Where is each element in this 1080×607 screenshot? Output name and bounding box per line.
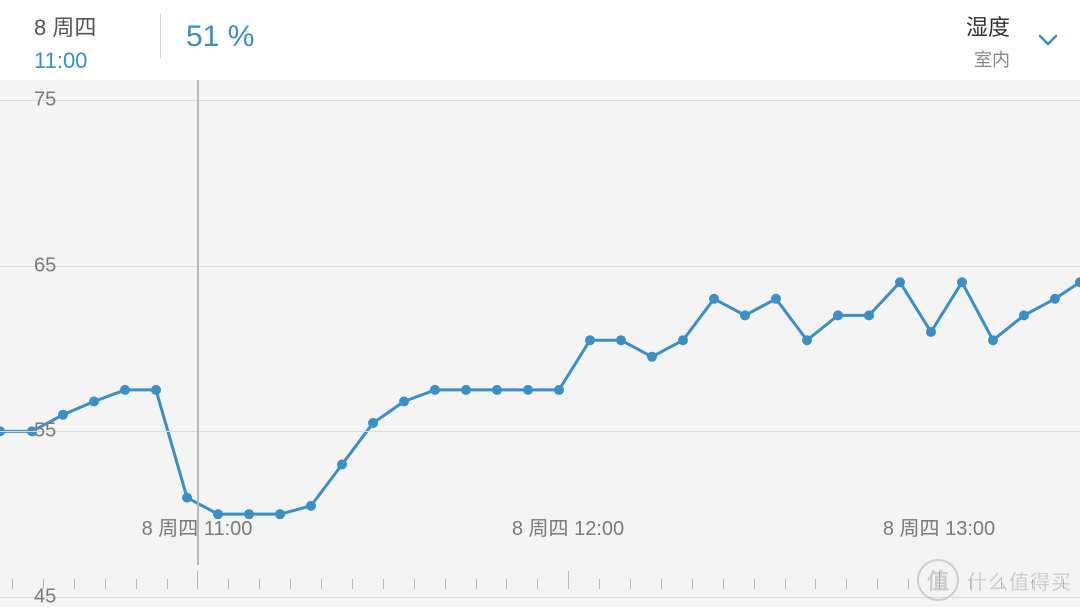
data-point[interactable]: [895, 277, 905, 287]
ruler-major-tick: [568, 571, 569, 589]
selected-datetime: 8 周四 11:00: [34, 10, 96, 74]
data-point[interactable]: [337, 459, 347, 469]
ruler-minor-tick: [692, 579, 693, 589]
data-point[interactable]: [1050, 294, 1060, 304]
data-point[interactable]: [988, 335, 998, 345]
data-point[interactable]: [430, 385, 440, 395]
y-axis-tick-label: 75: [34, 89, 56, 112]
gridline: [0, 100, 1080, 101]
selected-date: 8 周四: [34, 10, 96, 42]
current-value-readout: 51 %: [186, 20, 254, 54]
data-point[interactable]: [306, 501, 316, 511]
gridline: [0, 431, 1080, 432]
ruler-minor-tick: [228, 579, 229, 589]
ruler-minor-tick: [136, 579, 137, 589]
watermark-badge-icon: 值: [917, 559, 959, 601]
corner-mark-icon: [0, 586, 21, 607]
data-point[interactable]: [120, 385, 130, 395]
ruler-minor-tick: [785, 579, 786, 589]
data-point[interactable]: [275, 509, 285, 519]
ruler-minor-tick: [599, 579, 600, 589]
data-point[interactable]: [926, 327, 936, 337]
watermark: 值 什么值得买: [917, 559, 1072, 601]
selected-time: 11:00: [34, 48, 96, 74]
data-point[interactable]: [585, 335, 595, 345]
ruler-minor-tick: [167, 579, 168, 589]
x-axis-tick-label: 8 周四 12:00: [512, 512, 624, 541]
series-line: [0, 282, 1080, 514]
data-point[interactable]: [740, 310, 750, 320]
ruler-minor-tick: [290, 579, 291, 589]
data-point[interactable]: [182, 493, 192, 503]
ruler-minor-tick: [445, 579, 446, 589]
y-axis-tick-label: 55: [34, 420, 56, 443]
ruler-minor-tick: [383, 579, 384, 589]
x-axis-tick-label: 8 周四 13:00: [883, 512, 995, 541]
data-point[interactable]: [492, 385, 502, 395]
root: 8 周四 11:00 51 % 湿度 室内 45 55 65 75 8 周四 11:00…: [0, 0, 1080, 607]
corner-mark-icon: [1059, 586, 1080, 607]
ruler-minor-tick: [723, 579, 724, 589]
ruler-minor-tick: [754, 579, 755, 589]
ruler-minor-tick: [74, 579, 75, 589]
ruler-minor-tick: [877, 579, 878, 589]
data-point[interactable]: [89, 397, 99, 407]
data-point[interactable]: [554, 385, 564, 395]
data-point[interactable]: [399, 397, 409, 407]
ruler-minor-tick: [506, 579, 507, 589]
ruler-minor-tick: [815, 579, 816, 589]
ruler-minor-tick: [352, 579, 353, 589]
ruler-minor-tick: [414, 579, 415, 589]
time-cursor-line[interactable]: [197, 80, 199, 565]
corner-mark-icon: [1059, 0, 1080, 21]
y-axis-tick-label: 65: [34, 254, 56, 277]
data-point[interactable]: [647, 352, 657, 362]
data-point[interactable]: [523, 385, 533, 395]
ruler-minor-tick: [259, 579, 260, 589]
ruler-minor-tick: [846, 579, 847, 589]
y-axis-tick-label: 45: [34, 586, 56, 607]
metric-selector[interactable]: 湿度 室内: [966, 10, 1010, 72]
header-divider: [160, 14, 161, 58]
data-point[interactable]: [957, 277, 967, 287]
watermark-text: 什么值得买: [967, 566, 1072, 595]
metric-subtitle: 室内: [966, 46, 1010, 72]
corner-mark-icon: [0, 0, 21, 21]
gridline: [0, 266, 1080, 267]
ruler-minor-tick: [476, 579, 477, 589]
metric-name: 湿度: [966, 10, 1010, 42]
data-point[interactable]: [616, 335, 626, 345]
data-point[interactable]: [678, 335, 688, 345]
data-point[interactable]: [771, 294, 781, 304]
ruler-minor-tick: [630, 579, 631, 589]
ruler-minor-tick: [105, 579, 106, 589]
data-point[interactable]: [709, 294, 719, 304]
data-point[interactable]: [1019, 310, 1029, 320]
chart-area[interactable]: 455565758 周四 11:008 周四 12:008 周四 13:00: [0, 80, 1080, 607]
data-point[interactable]: [802, 335, 812, 345]
ruler-minor-tick: [908, 579, 909, 589]
ruler-minor-tick: [321, 579, 322, 589]
data-point[interactable]: [368, 418, 378, 428]
data-point[interactable]: [864, 310, 874, 320]
data-point[interactable]: [833, 310, 843, 320]
ruler-minor-tick: [537, 579, 538, 589]
chevron-down-icon[interactable]: [1038, 34, 1058, 46]
header: 8 周四 11:00 51 % 湿度 室内: [0, 0, 1080, 80]
ruler-major-tick: [197, 571, 198, 589]
ruler-minor-tick: [661, 579, 662, 589]
data-point[interactable]: [58, 410, 68, 420]
data-point[interactable]: [151, 385, 161, 395]
data-point[interactable]: [461, 385, 471, 395]
